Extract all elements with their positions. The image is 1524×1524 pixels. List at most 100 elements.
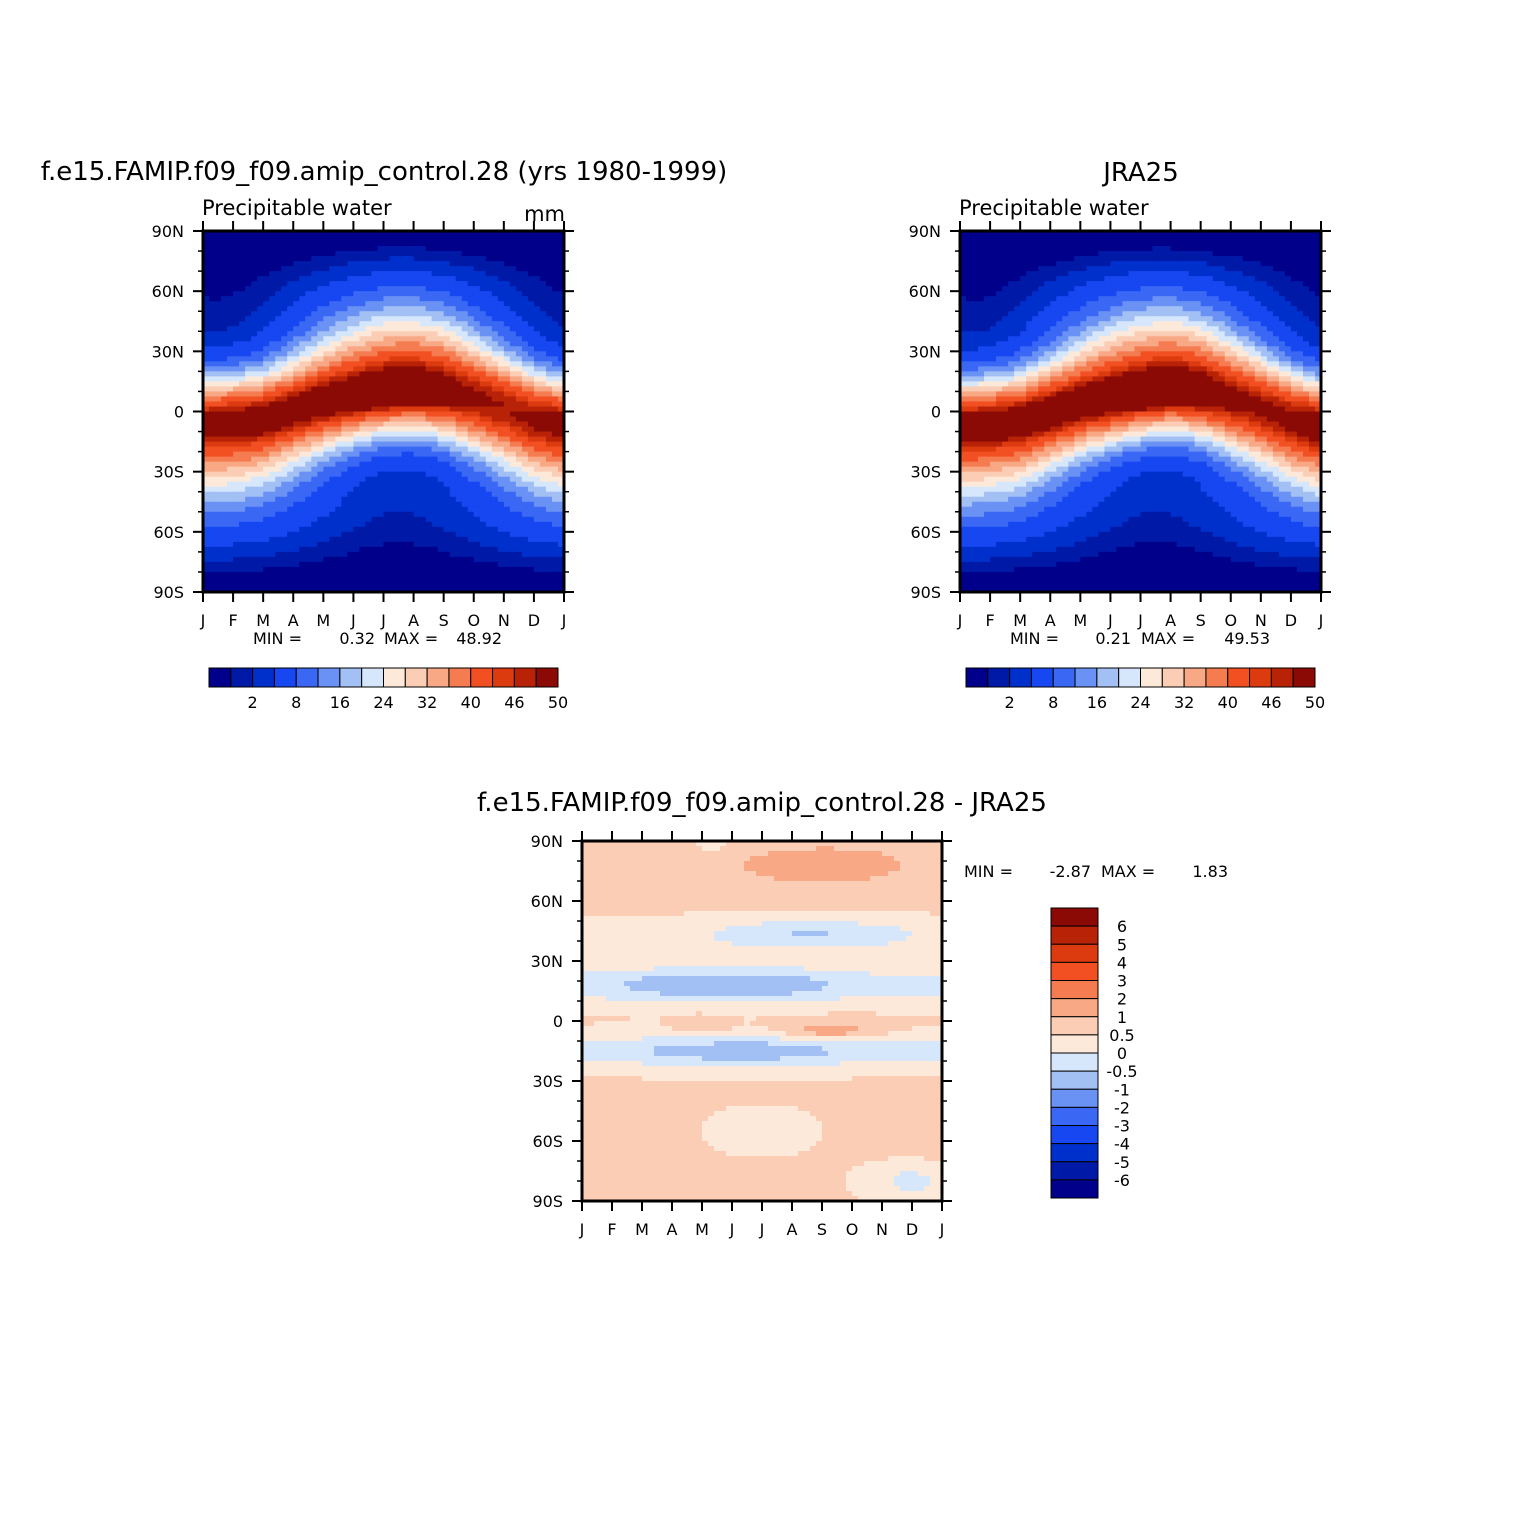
field-cell bbox=[485, 371, 493, 377]
field-cell bbox=[377, 491, 385, 498]
x-tick-label: J bbox=[200, 611, 206, 630]
field-cell bbox=[473, 286, 481, 292]
field-cell bbox=[1092, 231, 1099, 237]
field-cell bbox=[269, 456, 276, 463]
field-cell bbox=[984, 271, 991, 277]
field-cell bbox=[257, 256, 264, 262]
field-cell bbox=[521, 331, 529, 337]
field-cell bbox=[461, 426, 469, 433]
field-cell bbox=[527, 526, 535, 533]
field-cell bbox=[461, 346, 469, 352]
field-cell bbox=[461, 286, 469, 292]
field-cell bbox=[437, 486, 445, 493]
field-cell bbox=[239, 441, 246, 448]
field-cell bbox=[257, 386, 264, 393]
field-cell bbox=[239, 276, 246, 282]
field-cell bbox=[257, 316, 264, 322]
field-cell bbox=[347, 251, 355, 257]
field-cell bbox=[281, 281, 288, 287]
field-cell bbox=[449, 486, 457, 493]
field-cell bbox=[996, 236, 1003, 242]
field-cell bbox=[1146, 256, 1154, 262]
field-cell bbox=[491, 581, 499, 588]
field-cell bbox=[413, 446, 421, 453]
field-cell bbox=[377, 421, 385, 428]
field-cell bbox=[287, 456, 294, 463]
field-cell bbox=[215, 246, 222, 252]
field-cell bbox=[443, 386, 451, 393]
field-cell bbox=[1086, 241, 1093, 247]
field-cell bbox=[383, 571, 391, 578]
field-cell bbox=[413, 431, 421, 438]
field-cell bbox=[353, 576, 361, 583]
field-cell bbox=[1284, 261, 1292, 267]
field-cell bbox=[1224, 251, 1232, 257]
field-cell bbox=[317, 546, 324, 553]
field-cell bbox=[383, 481, 391, 488]
field-cell bbox=[515, 586, 523, 593]
field-cell bbox=[413, 416, 421, 423]
field-cell bbox=[227, 411, 234, 418]
field-cell bbox=[269, 236, 276, 242]
field-cell bbox=[407, 471, 415, 478]
field-cell bbox=[365, 571, 373, 578]
field-cell bbox=[425, 421, 433, 428]
field-cell bbox=[509, 476, 517, 483]
field-cell bbox=[515, 466, 523, 473]
field-cell bbox=[215, 411, 222, 418]
field-cell bbox=[557, 481, 565, 488]
field-cell bbox=[341, 386, 348, 393]
field-cell bbox=[233, 436, 240, 443]
field-cell bbox=[473, 496, 481, 503]
x-tick-label: J bbox=[561, 611, 567, 630]
field-cell bbox=[1260, 261, 1268, 267]
field-cell bbox=[485, 436, 493, 443]
field-cell bbox=[509, 491, 517, 498]
field-cell bbox=[503, 521, 511, 528]
field-cell bbox=[515, 396, 523, 403]
field-cell bbox=[371, 476, 379, 483]
field-cell bbox=[1014, 251, 1021, 257]
field-cell bbox=[371, 276, 379, 282]
field-cell bbox=[960, 231, 967, 237]
field-cell bbox=[215, 491, 222, 498]
field-cell bbox=[1146, 241, 1154, 247]
field-cell bbox=[413, 391, 421, 398]
field-cell bbox=[335, 296, 342, 302]
field-cell bbox=[299, 541, 306, 548]
field-cell bbox=[389, 461, 397, 468]
field-cell bbox=[341, 461, 348, 468]
field-cell bbox=[227, 306, 234, 312]
field-cell bbox=[467, 386, 475, 393]
field-cell bbox=[287, 271, 294, 277]
field-cell bbox=[227, 511, 234, 518]
field-cell bbox=[239, 236, 246, 242]
field-cell bbox=[533, 281, 541, 287]
field-cell bbox=[1104, 231, 1112, 237]
field-cell bbox=[239, 451, 246, 458]
field-cell bbox=[383, 421, 391, 428]
field-cell bbox=[245, 406, 252, 413]
field-cell bbox=[293, 586, 300, 593]
field-cell bbox=[203, 311, 210, 317]
field-cell bbox=[503, 341, 511, 347]
field-cell bbox=[287, 316, 294, 322]
field-cell bbox=[431, 441, 439, 448]
field-cell bbox=[539, 571, 547, 578]
field-cell bbox=[359, 366, 367, 372]
field-cell bbox=[984, 261, 991, 267]
field-cell bbox=[269, 471, 276, 478]
field-cell bbox=[275, 566, 282, 573]
field-cell bbox=[503, 321, 511, 327]
field-cell bbox=[401, 481, 409, 488]
field-cell bbox=[245, 496, 252, 503]
field-cell bbox=[353, 401, 361, 408]
field-cell bbox=[311, 371, 318, 377]
field-cell bbox=[431, 326, 439, 332]
field-cell bbox=[389, 566, 397, 573]
field-cell bbox=[317, 571, 324, 578]
field-cell bbox=[251, 561, 258, 568]
field-cell bbox=[215, 261, 222, 267]
field-cell bbox=[329, 501, 336, 508]
field-cell bbox=[467, 256, 475, 262]
